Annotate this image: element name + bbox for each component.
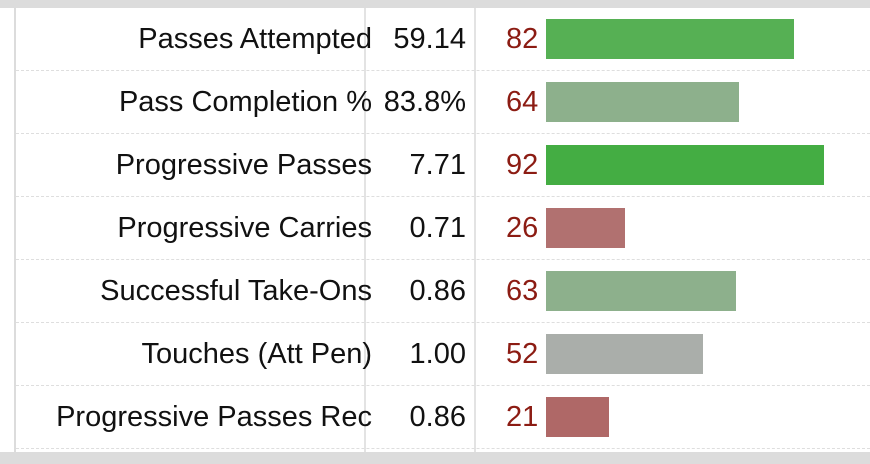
stat-label: Progressive Passes Rec xyxy=(56,401,372,433)
table-row: Successful Take-Ons 0.86 63 xyxy=(16,260,870,323)
percentile-value: 21 xyxy=(506,401,539,433)
percentile-bar-track xyxy=(546,19,848,59)
percentile-bar-track xyxy=(546,145,848,185)
column-divider xyxy=(364,8,366,464)
stat-value: 59.14 xyxy=(393,23,466,55)
table-row: Progressive Passes 7.71 92 xyxy=(16,134,870,197)
table-row: Pass Completion % 83.8% 64 xyxy=(16,71,870,134)
percentile-value: 64 xyxy=(506,86,539,118)
stat-value: 0.86 xyxy=(409,275,466,307)
table-bottom-border xyxy=(0,452,870,464)
stat-label: Passes Attempted xyxy=(138,23,372,55)
percentile-value: 82 xyxy=(506,23,539,55)
percentile-bar xyxy=(546,208,625,248)
column-divider xyxy=(474,8,476,464)
table-row: Touches (Att Pen) 1.00 52 xyxy=(16,323,870,386)
stat-label: Progressive Carries xyxy=(117,212,372,244)
stat-value: 83.8% xyxy=(383,86,466,118)
table-row: Progressive Passes Rec 0.86 21 xyxy=(16,386,870,449)
stat-label: Progressive Passes xyxy=(115,149,372,181)
percentile-bar xyxy=(546,397,609,437)
percentile-value: 52 xyxy=(506,338,539,370)
stat-label: Pass Completion % xyxy=(118,86,372,118)
percentile-bar xyxy=(546,145,824,185)
stat-label: Successful Take-Ons xyxy=(100,275,372,307)
percentile-bar xyxy=(546,19,794,59)
table-left-border xyxy=(14,8,16,452)
percentile-bar-track xyxy=(546,208,848,248)
stat-value: 0.86 xyxy=(409,401,466,433)
stat-value: 1.00 xyxy=(409,338,466,370)
percentile-value: 63 xyxy=(506,275,539,307)
stat-value: 7.71 xyxy=(409,149,466,181)
table-top-border xyxy=(0,0,870,8)
percentile-bar-track xyxy=(546,397,848,437)
percentile-bar xyxy=(546,334,703,374)
percentile-value: 26 xyxy=(506,212,539,244)
percentile-bar xyxy=(546,82,739,122)
percentile-bar-track xyxy=(546,82,848,122)
percentile-bar-track xyxy=(546,334,848,374)
stat-value: 0.71 xyxy=(409,212,466,244)
percentile-bar-track xyxy=(546,271,848,311)
stat-label: Touches (Att Pen) xyxy=(141,338,373,370)
table-row: Progressive Carries 0.71 26 xyxy=(16,197,870,260)
percentile-bar xyxy=(546,271,736,311)
table-row: Passes Attempted 59.14 82 xyxy=(16,8,870,71)
percentile-value: 92 xyxy=(506,149,539,181)
